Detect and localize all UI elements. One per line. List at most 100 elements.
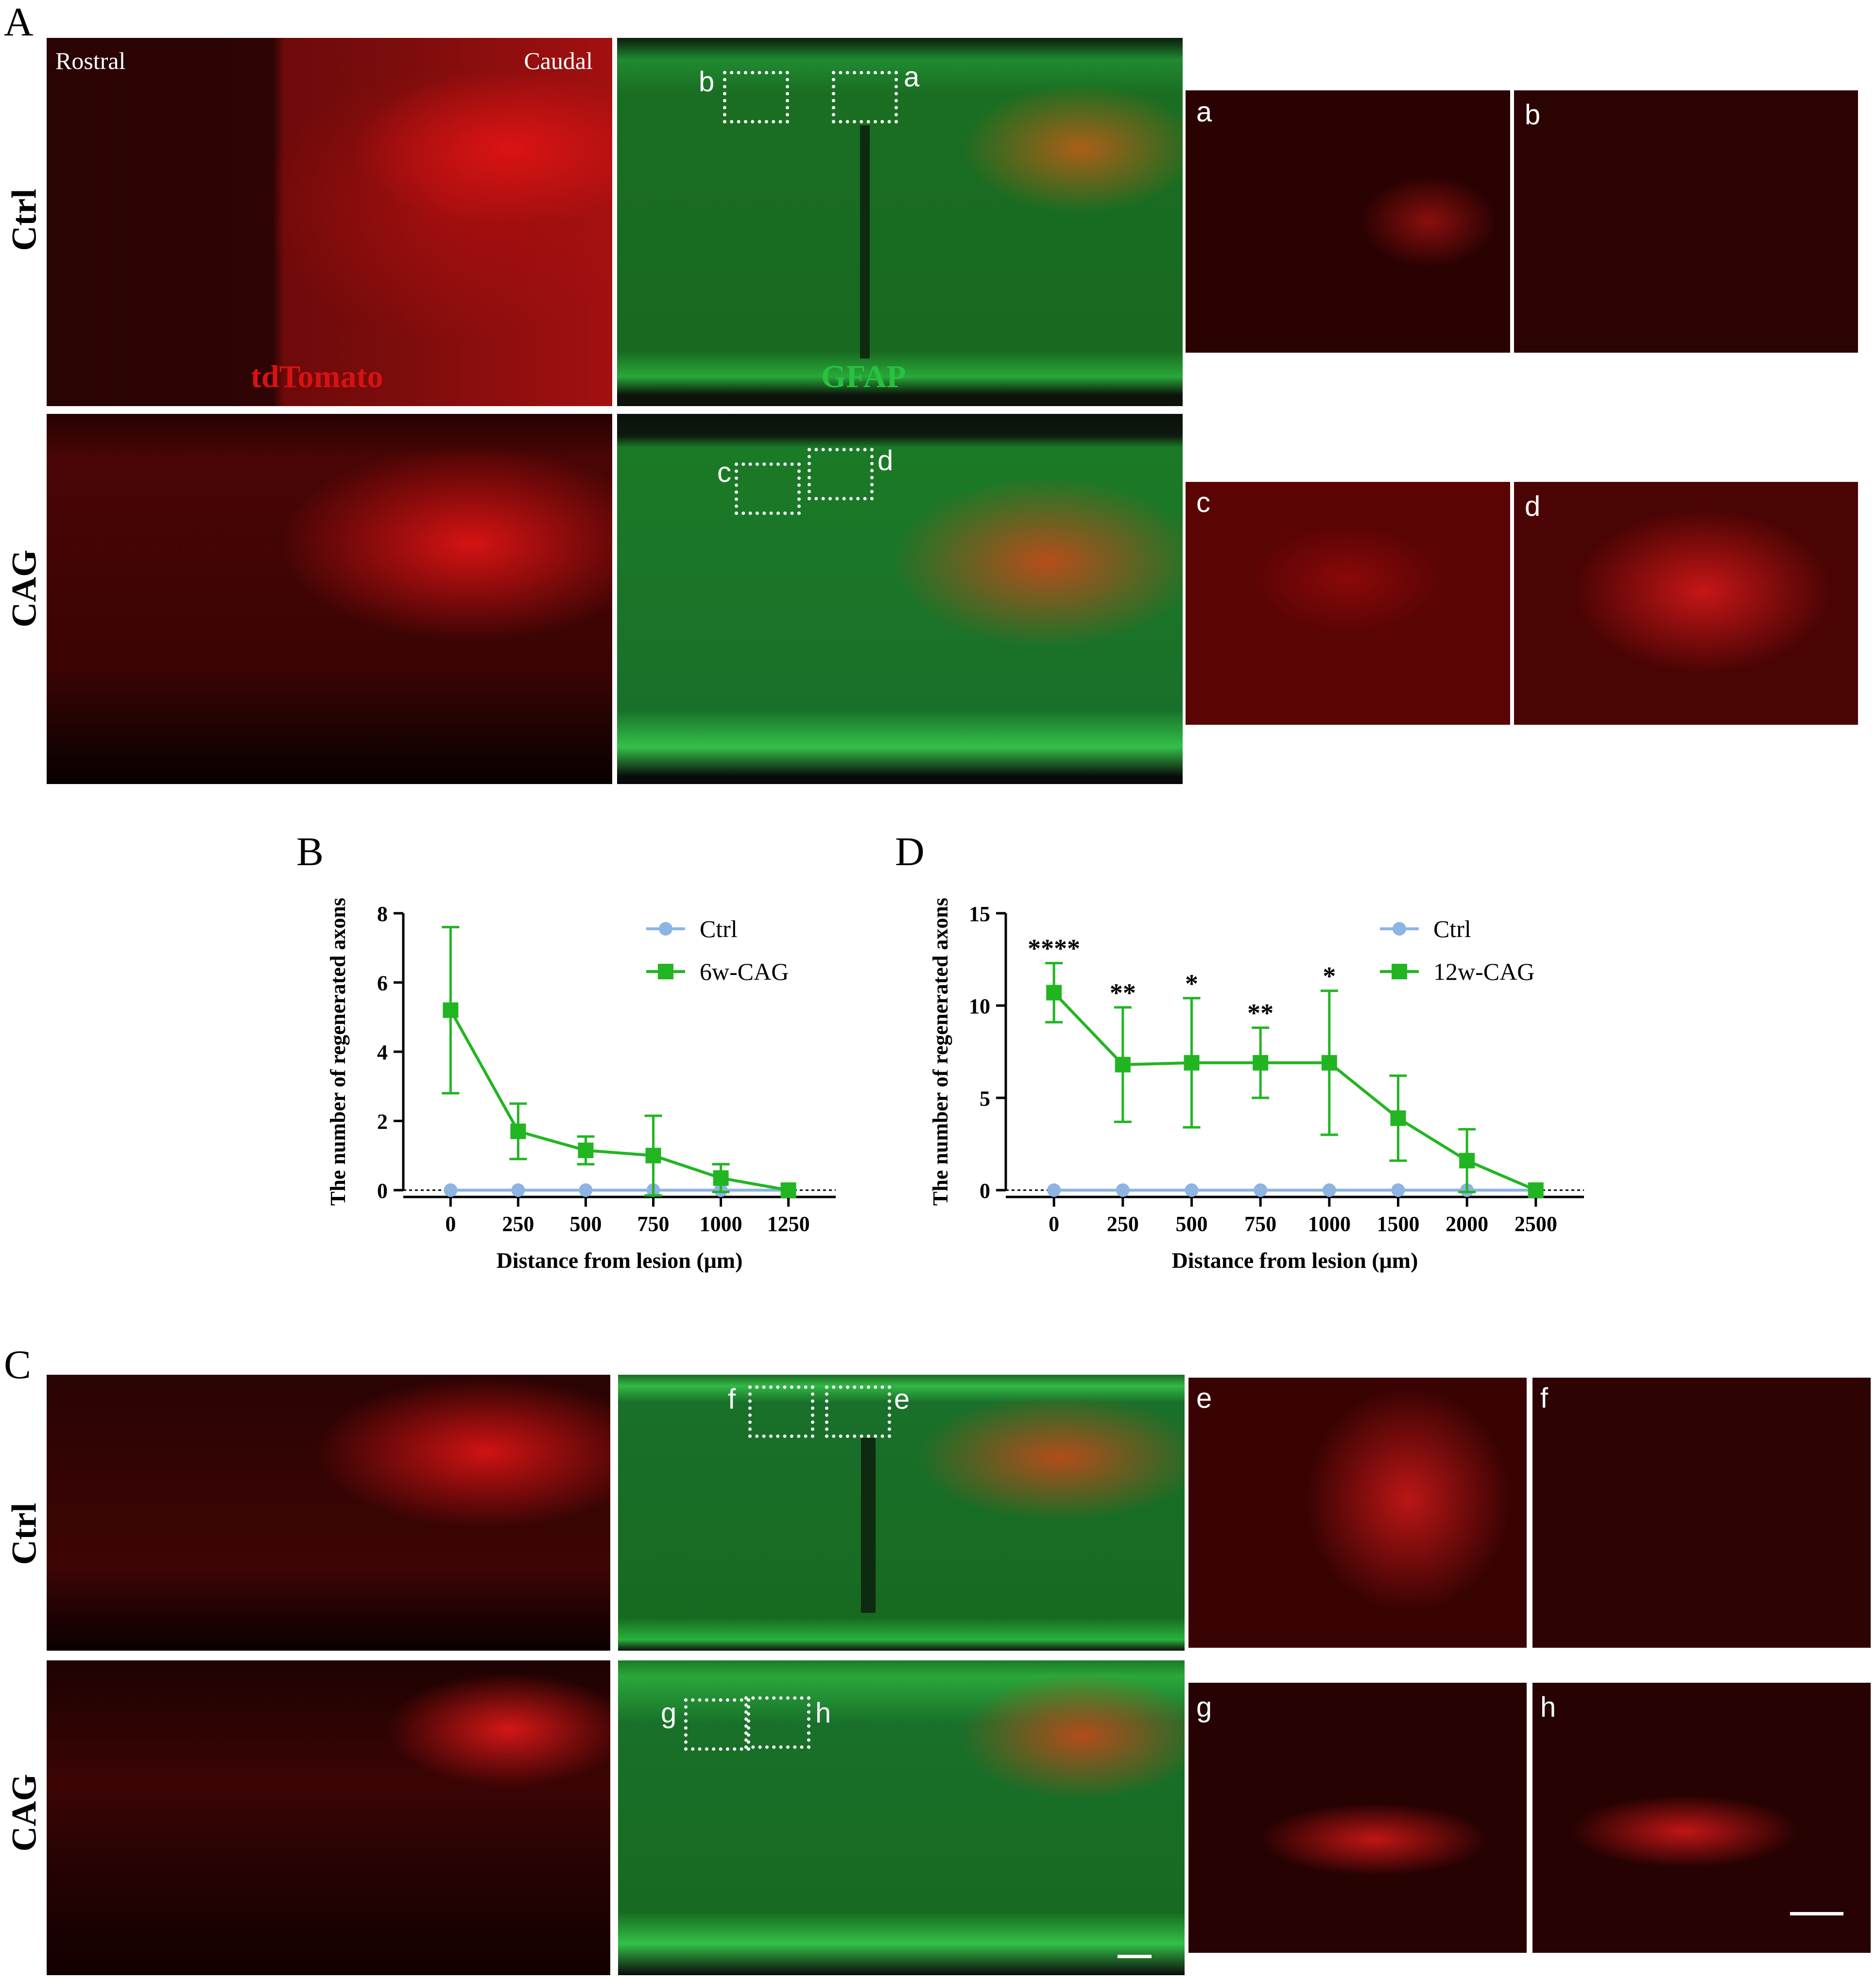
scale-bar (1118, 1955, 1152, 1958)
row-label-cag-a: CAG (4, 549, 44, 628)
lesion-line (860, 125, 870, 359)
x-tick-label: 1500 (1377, 1212, 1420, 1236)
legend-label: Ctrl (1433, 915, 1471, 942)
y-tick-label: 10 (969, 994, 990, 1018)
micrograph-c-cag-gfap: g h (618, 1660, 1185, 1975)
y-tick-label: 4 (377, 1041, 388, 1064)
data-point (443, 1002, 459, 1018)
roi-label-a: a (904, 61, 920, 93)
inset-label-g: g (1196, 1691, 1212, 1723)
significance-label: **** (1028, 934, 1080, 963)
inset-c: c (1186, 482, 1510, 725)
x-tick-label: 0 (445, 1212, 456, 1236)
x-axis-label: Distance from lesion (μm) (1172, 1248, 1418, 1273)
micrograph-a-cag-tdtomato (47, 414, 612, 784)
x-tick-label: 250 (502, 1212, 534, 1236)
x-tick-label: 500 (569, 1212, 602, 1236)
x-tick-label: 750 (1244, 1212, 1276, 1236)
legend-marker (658, 964, 673, 979)
x-tick-label: 1250 (767, 1212, 810, 1236)
significance-label: ** (1110, 978, 1136, 1008)
tdtomato-label: tdTomato (251, 359, 383, 394)
y-tick-label: 8 (377, 902, 388, 926)
inset-g: g (1188, 1683, 1527, 1953)
micrograph-a-cag-gfap: c d (617, 414, 1183, 784)
y-tick-label: 6 (377, 972, 388, 995)
data-point (713, 1170, 729, 1186)
roi-box-f (748, 1385, 814, 1438)
data-point (780, 1182, 796, 1198)
data-point (1184, 1055, 1200, 1071)
roi-box-h (744, 1696, 810, 1749)
micrograph-c-ctrl-gfap: f e (618, 1375, 1185, 1651)
legend-marker (659, 922, 672, 936)
inset-scale-bar (1790, 1912, 1843, 1915)
significance-label: ** (1247, 999, 1274, 1028)
roi-label-f: f (728, 1383, 736, 1415)
gfap-label: GFAP (821, 359, 906, 394)
x-tick-label: 2500 (1515, 1212, 1557, 1236)
data-point (510, 1123, 526, 1139)
panel-letter-d: D (895, 829, 925, 874)
x-axis-label: Distance from lesion (μm) (497, 1248, 743, 1273)
x-tick-label: 0 (1049, 1212, 1059, 1236)
inset-b: b (1514, 90, 1858, 353)
roi-box-d (808, 448, 874, 500)
data-point (579, 1183, 593, 1197)
x-tick-label: 1000 (1308, 1212, 1351, 1236)
data-point (1528, 1182, 1544, 1198)
rostral-label: Rostral (55, 47, 126, 74)
y-axis-label: The number of regenerated axons (929, 898, 952, 1206)
x-tick-label: 750 (637, 1212, 670, 1236)
micrograph-a-ctrl-tdtomato: Rostral Caudal tdTomato (47, 38, 612, 406)
data-point (1391, 1183, 1405, 1197)
row-label-ctrl-a: Ctrl (4, 188, 44, 251)
inset-a: a (1186, 90, 1510, 353)
legend-label: Ctrl (700, 915, 738, 942)
data-point (1185, 1183, 1199, 1197)
roi-box-c (735, 462, 801, 515)
data-point (1047, 1183, 1061, 1197)
roi-label-g: g (661, 1697, 677, 1729)
series-line-12w-CAG (1052, 991, 1537, 1192)
roi-label-b: b (699, 66, 715, 98)
inset-e: e (1188, 1378, 1527, 1648)
data-point (1459, 1153, 1475, 1169)
x-tick-label: 500 (1176, 1212, 1208, 1236)
data-point (1115, 1057, 1131, 1073)
inset-label-c: c (1196, 487, 1210, 518)
inset-label-b: b (1525, 99, 1541, 131)
data-point (1322, 1183, 1336, 1197)
series-line-6w-CAG (449, 1009, 789, 1192)
legend-marker (1393, 922, 1406, 936)
inset-label-h: h (1540, 1691, 1556, 1723)
data-point (1046, 985, 1062, 1001)
panel-letter-c: C (4, 1342, 32, 1387)
roi-box-e (825, 1385, 891, 1438)
x-tick-label: 2000 (1446, 1212, 1488, 1236)
y-tick-label: 2 (377, 1110, 388, 1134)
inset-d: d (1514, 482, 1858, 725)
y-axis-label: The number of regenerated axons (326, 898, 350, 1206)
data-point (645, 1147, 661, 1163)
data-point (444, 1183, 458, 1197)
x-tick-label: 250 (1107, 1212, 1139, 1236)
inset-label-e: e (1196, 1383, 1212, 1414)
chart-d: 0 5 10 15 0 250 500 750 1000 1500 2000 2500 Distance… (929, 898, 1584, 1273)
micrograph-a-ctrl-gfap: GFAP b a (617, 38, 1183, 406)
significance-label: * (1323, 962, 1336, 991)
roi-box-g (684, 1698, 750, 1751)
panel-letter-b: B (296, 829, 324, 874)
data-point (1116, 1183, 1130, 1197)
y-tick-label: 5 (980, 1087, 990, 1110)
inset-f: f (1532, 1378, 1871, 1648)
panel-letter-a: A (4, 0, 34, 45)
x-tick-label: 1000 (700, 1212, 742, 1236)
roi-label-h: h (815, 1697, 831, 1729)
y-tick-label: 0 (377, 1179, 388, 1203)
caudal-label: Caudal (524, 47, 593, 74)
y-tick-label: 0 (980, 1179, 990, 1203)
data-point (1253, 1055, 1269, 1071)
data-point (511, 1183, 525, 1197)
row-label-ctrl-c: Ctrl (4, 1503, 44, 1565)
